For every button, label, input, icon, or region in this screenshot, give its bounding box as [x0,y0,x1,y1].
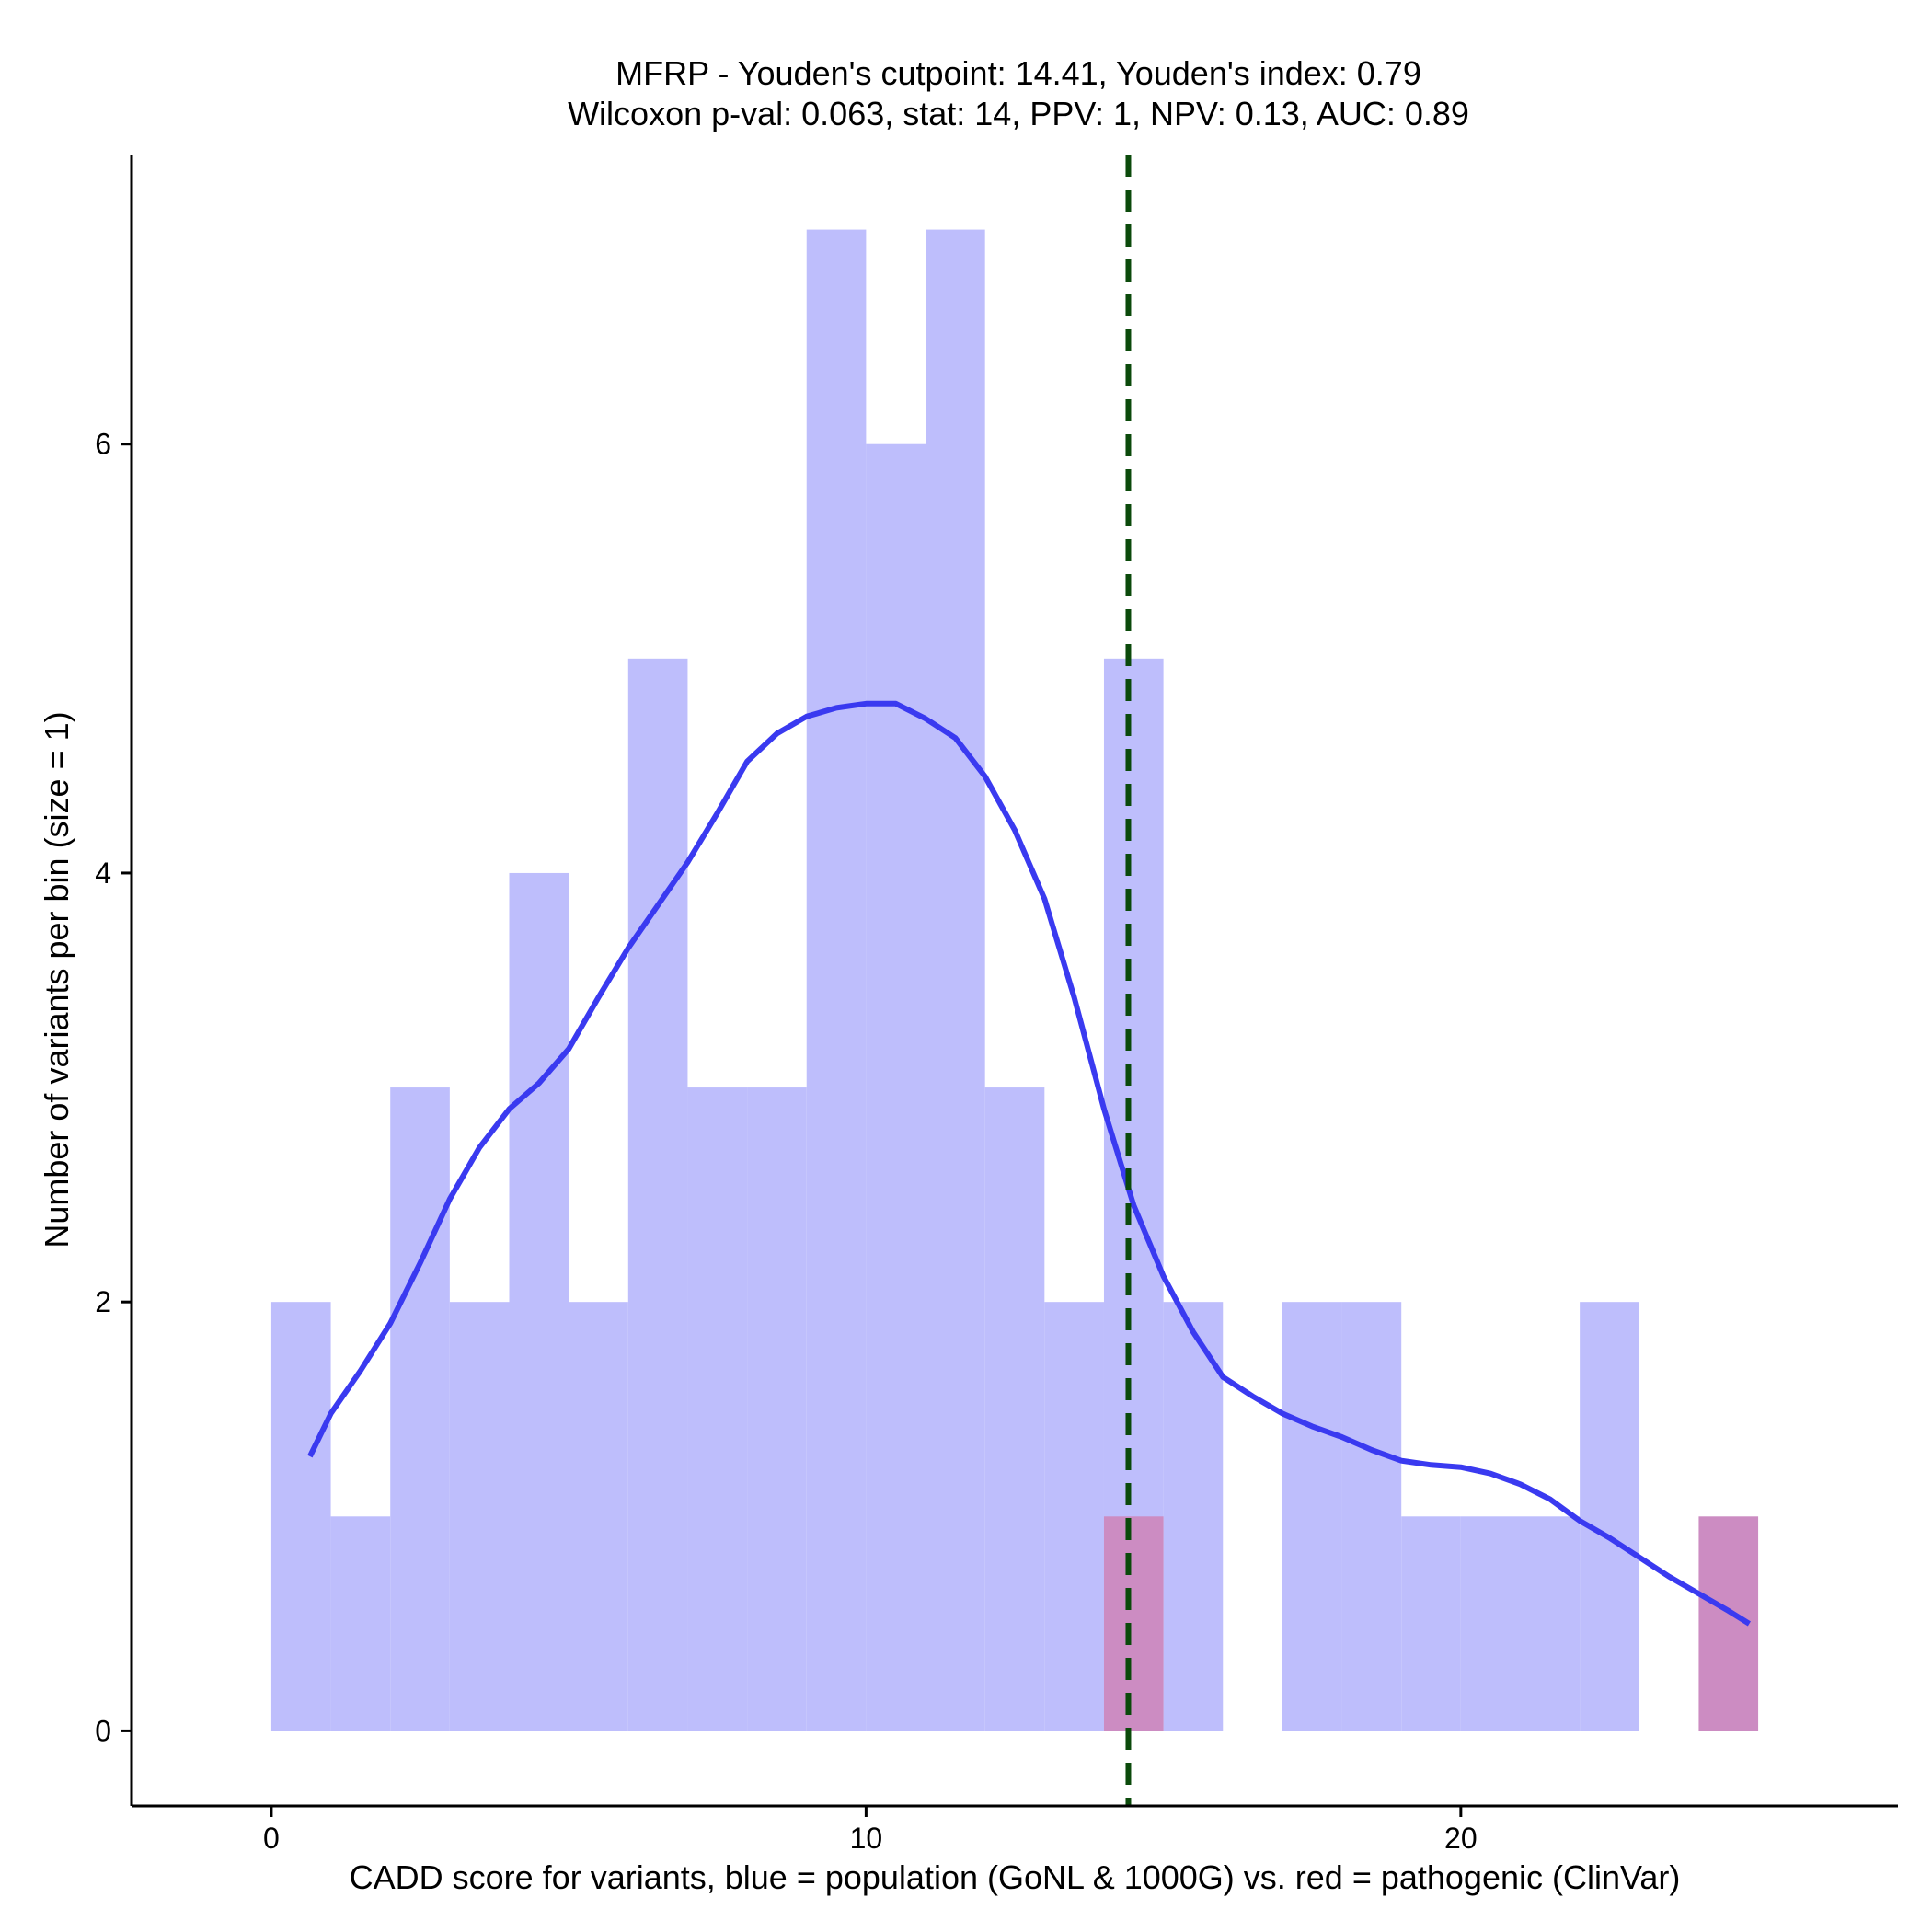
x-tick-label: 0 [263,1822,280,1855]
population-bar [984,1087,1045,1731]
population-bar [1460,1516,1521,1731]
population-bar [330,1516,391,1731]
y-tick-label: 0 [95,1714,111,1747]
chart-title-line1: MFRP - Youden's cutpoint: 14.41, Youden'… [615,54,1421,92]
y-tick-label: 2 [95,1285,111,1318]
population-bar [449,1302,510,1731]
x-axis-label: CADD score for variants, blue = populati… [350,1858,1681,1896]
chart-title-line2: Wilcoxon p-val: 0.063, stat: 14, PPV: 1,… [568,95,1469,132]
y-tick-label: 6 [95,428,111,461]
population-bar [1580,1302,1639,1731]
bars-layer [270,229,1759,1731]
population-bar [866,443,926,1731]
population-bar [509,872,569,1731]
population-bar [569,1302,628,1731]
axes [130,155,1898,1808]
pathogenic-bar [1103,1516,1164,1731]
population-bar [1282,1302,1342,1731]
population-bar [1401,1516,1461,1731]
y-axis-label: Number of variants per bin (size = 1) [38,711,75,1248]
population-bar [806,229,867,1731]
ticks-layer: 0 10 20 0 2 4 6 [95,428,1477,1855]
density-layer [307,700,1751,1627]
population-bar [270,1302,331,1731]
population-bar [1341,1302,1402,1731]
population-bar [1520,1516,1581,1731]
x-tick-label: 10 [850,1822,883,1855]
population-bar [1044,1302,1104,1731]
population-bar [1163,1302,1224,1731]
population-bar [687,1087,748,1731]
x-tick-label: 20 [1444,1822,1478,1855]
chart-title: MFRP - Youden's cutpoint: 14.41, Youden'… [568,54,1469,132]
population-bar [926,229,985,1731]
population-bar [747,1087,807,1731]
y-tick-label: 4 [95,857,111,890]
population-bar [627,658,688,1731]
population-bar [390,1087,450,1731]
density-curve [307,700,1751,1627]
